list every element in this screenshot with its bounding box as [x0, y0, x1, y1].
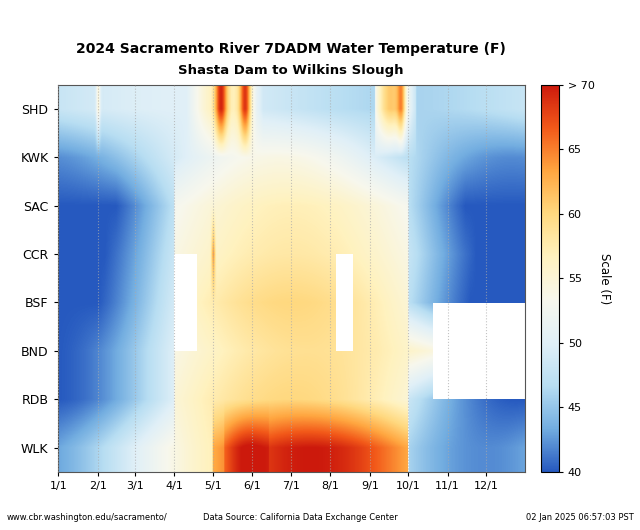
- Text: Shasta Dam to Wilkins Slough: Shasta Dam to Wilkins Slough: [179, 64, 404, 77]
- Text: Data Source: California Data Exchange Center: Data Source: California Data Exchange Ce…: [204, 513, 398, 522]
- Text: 02 Jan 2025 06:57:03 PST: 02 Jan 2025 06:57:03 PST: [526, 513, 634, 522]
- Text: 2024 Sacramento River 7DADM Water Temperature (F): 2024 Sacramento River 7DADM Water Temper…: [76, 42, 506, 56]
- Text: www.cbr.washington.edu/sacramento/: www.cbr.washington.edu/sacramento/: [6, 513, 167, 522]
- Y-axis label: Scale (F): Scale (F): [598, 253, 611, 304]
